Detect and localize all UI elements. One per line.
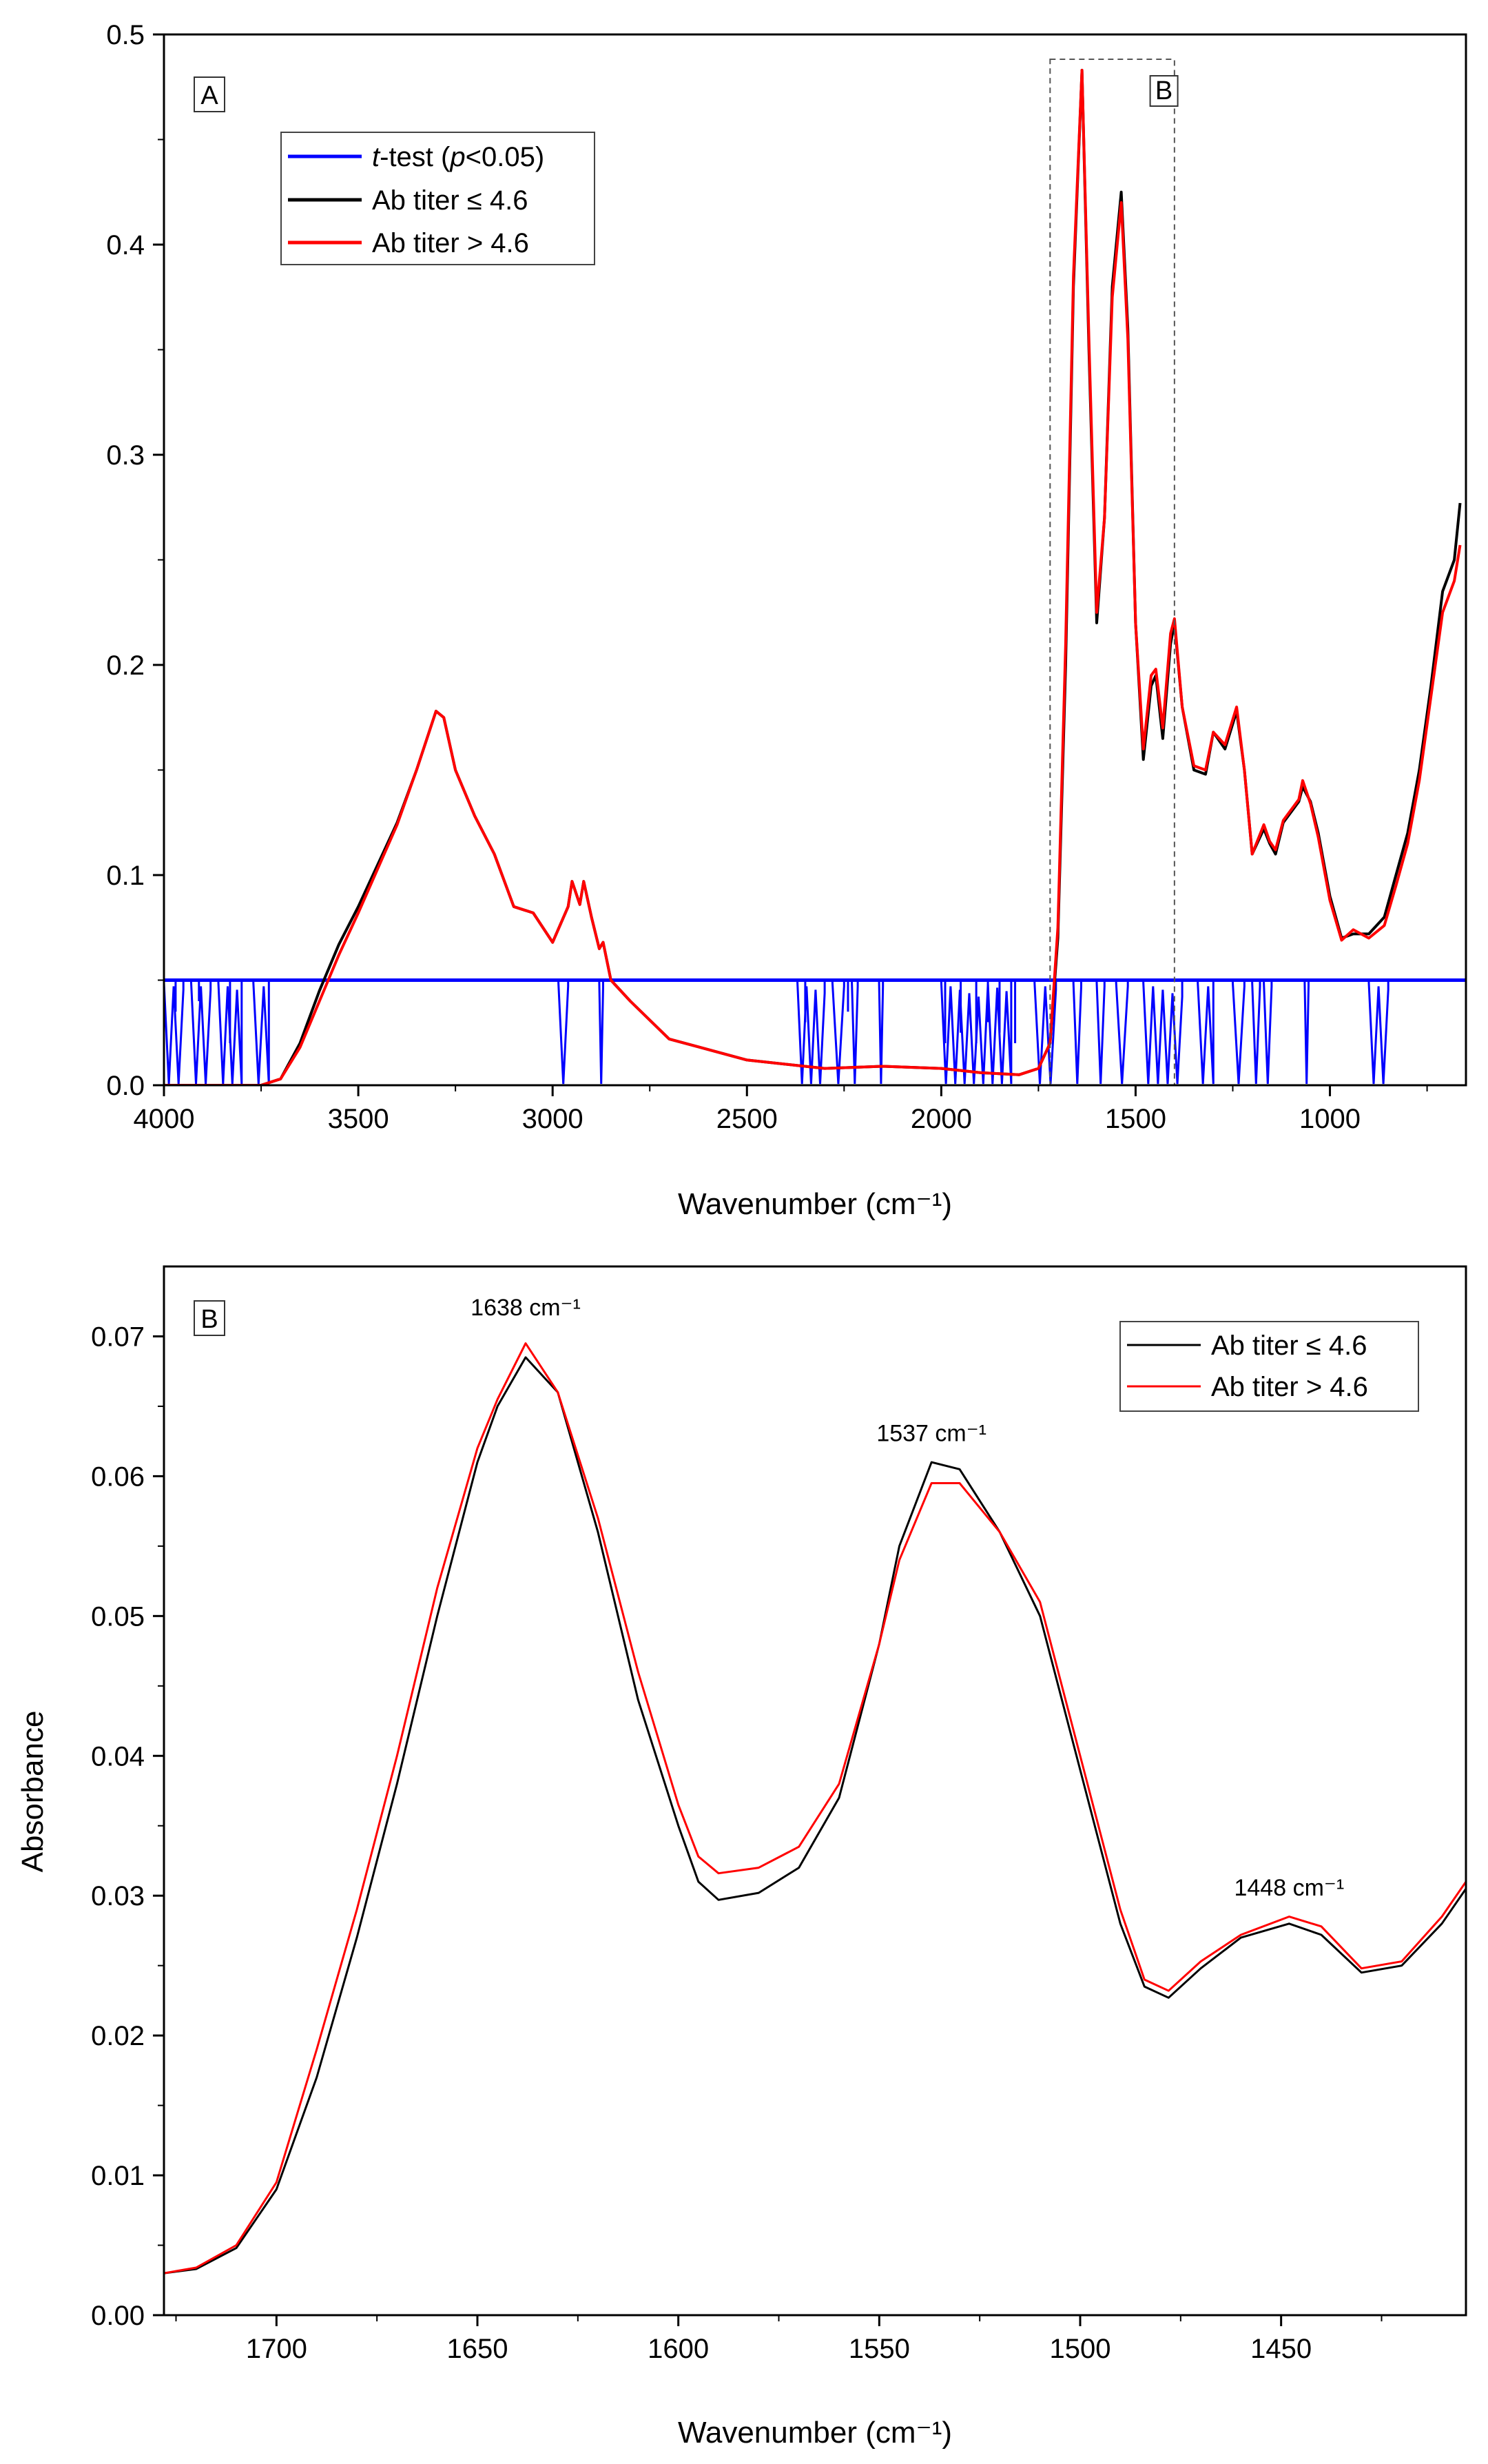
panel-b-peak-annotation: 1448 cm⁻¹ <box>1234 1875 1344 1901</box>
panel-b-y-tick-label: 0.01 <box>91 2161 145 2191</box>
panel-a-ttest-significant-band <box>164 980 185 1085</box>
panel-a-ttest-significant-band <box>598 980 604 1085</box>
panel-a-ttest-significant-band <box>831 980 845 1085</box>
panel-b-x-axis-title: Wavenumber (cm⁻¹) <box>678 2416 952 2450</box>
panel-b-label: B <box>200 1305 218 1334</box>
panel-a-ttest-significant-band <box>190 980 212 1085</box>
panel-b-peak-annotation: 1537 cm⁻¹ <box>876 1421 986 1447</box>
panel-a-ttest-significant-band <box>1367 980 1389 1085</box>
panel-a-zoom-box-label-frame <box>1149 75 1179 107</box>
panel-b-annotations: 1638 cm⁻¹ 1537 cm⁻¹ 1448 cm⁻¹ <box>471 1295 1344 1901</box>
panel-a-ttest-significant-band <box>1197 980 1215 1085</box>
panel-a-ttest-significant-band <box>1142 980 1184 1085</box>
panel-a-y-tick-label: 0.2 <box>106 650 145 681</box>
panel-a-x-tick-label: 1500 <box>1105 1104 1166 1134</box>
panel-b-plot <box>164 1342 1466 2275</box>
panel-a-y-tick-label: 0.3 <box>106 440 145 471</box>
panel-a-plot <box>164 68 1466 1085</box>
panel-a-zoom-box-label: B <box>1155 76 1172 105</box>
panel-a-ttest-significant-band <box>1095 980 1106 1085</box>
panel-b-peak-annotation: 1638 cm⁻¹ <box>471 1295 581 1321</box>
panel-b-y-tick-label: 0.00 <box>91 2301 145 2331</box>
panel-a-x-tick-label: 2500 <box>716 1104 778 1134</box>
panel-b-x-tick-label: 1700 <box>246 2334 307 2364</box>
panel-a-x-tick-label: 1000 <box>1299 1104 1361 1134</box>
panel-a-zoom-box <box>1049 59 1175 1086</box>
panel-a-ttest-significant-band <box>1072 980 1082 1085</box>
panel-a-y-tick-label: 0.4 <box>106 230 145 260</box>
panel-a-ttest-significant-band <box>1263 980 1273 1085</box>
panel-a-y-axis: 0.0 0.1 0.2 0.3 0.4 0.5 <box>106 20 164 1101</box>
panel-b-y-tick-label: 0.06 <box>91 1461 145 1492</box>
panel-b-x-tick-label: 1450 <box>1250 2334 1312 2364</box>
panel-b-x-tick-label: 1600 <box>648 2334 709 2364</box>
panel-b-legend-high-titer-label: Ab titer > 4.6 <box>1211 1372 1368 1402</box>
panel-b-x-axis: 1700 1650 1600 1550 1500 1450 <box>175 2315 1383 2364</box>
panel-a-legend-ttest-mid: -test ( <box>380 142 451 172</box>
panel-b-x-tick-label: 1550 <box>849 2334 910 2364</box>
panel-a-ttest-significant-band <box>557 980 570 1085</box>
panel-a-legend-ttest-label: t-test (p<0.05) <box>372 142 544 172</box>
panel-a-ttest-significant-band <box>851 980 859 1085</box>
panel-b-series-layer <box>164 1342 1466 2275</box>
panel-b-label-frame <box>194 1300 225 1336</box>
panel-a-ttest-significant-band <box>1251 980 1261 1085</box>
panel-a-series-layer <box>164 68 1462 1085</box>
panel-a-ttest-layer <box>164 978 1466 1085</box>
panel-a-ttest-significant-band <box>1115 980 1129 1085</box>
panel-a-x-axis: 4000 3500 3000 2500 2000 1500 1000 <box>134 1085 1428 1134</box>
panel-b-series-high-titer-line <box>164 1342 1466 2275</box>
panel-a-ttest-significant-band <box>1033 980 1057 1085</box>
panel-a-ttest-significant-band <box>252 980 270 1085</box>
panel-a-x-tick-label: 3500 <box>328 1104 389 1134</box>
panel-a-legend-ttest-t: t <box>372 142 381 172</box>
panel-b-legend-frame <box>1119 1321 1419 1412</box>
panel-a-legend-high-titer-label: Ab titer > 4.6 <box>372 228 529 258</box>
panel-b-y-tick-label: 0.05 <box>91 1601 145 1632</box>
panel-a-legend-ttest-p: p <box>449 142 465 172</box>
panel-a-y-tick-label: 0.0 <box>106 1071 145 1101</box>
panel-a-ttest-significant-band <box>1303 980 1310 1085</box>
panel-a: B 4000 3500 3000 2500 2000 1500 1000 0.0 0.1 0.2… <box>106 20 1467 1221</box>
panel-b-y-tick-label: 0.04 <box>91 1741 145 1772</box>
panel-b-y-tick-label: 0.02 <box>91 2021 145 2051</box>
panel-a-ttest-significant-band <box>1232 980 1246 1085</box>
panel-a-x-tick-label: 3000 <box>522 1104 583 1134</box>
panel-b: 1700 1650 1600 1550 1500 1450 0.000.010.020.0… <box>16 1265 1467 2450</box>
panel-a-ttest-significant-band <box>878 980 885 1085</box>
panel-a-x-tick-label: 2000 <box>911 1104 972 1134</box>
panel-a-series-high-titer-line <box>164 68 1462 1085</box>
panel-b-legend: Ab titer ≤ 4.6 Ab titer > 4.6 <box>1119 1321 1419 1412</box>
panel-b-x-tick-label: 1500 <box>1050 2334 1111 2364</box>
panel-b-x-tick-label: 1650 <box>447 2334 508 2364</box>
panel-a-x-axis-title: Wavenumber (cm⁻¹) <box>678 1187 952 1221</box>
panel-b-legend-low-titer-label: Ab titer ≤ 4.6 <box>1211 1331 1367 1361</box>
panel-a-legend-ttest-tail: <0.05) <box>466 142 545 172</box>
panel-b-y-axis: 0.00 0.01 0.02 0.03 0.04 0.05 0.06 0.07 <box>91 1322 164 2331</box>
panel-a-label: A <box>200 81 218 110</box>
panel-b-series-low-titer-line <box>164 1356 1466 2275</box>
panel-b-frame <box>163 1265 1467 2317</box>
panel-a-y-tick-label: 0.5 <box>106 20 145 50</box>
panel-a-legend-low-titer-label: Ab titer ≤ 4.6 <box>372 185 528 216</box>
panel-a-ttest-significant-band <box>796 980 826 1085</box>
panel-a-label-frame <box>194 76 225 112</box>
panel-a-legend: t-test (p<0.05) Ab titer ≤ 4.6 Ab titer … <box>280 132 595 265</box>
panel-b-y-tick-label: 0.07 <box>91 1322 145 1352</box>
panel-b-y-tick-label: 0.03 <box>91 1881 145 1911</box>
panel-a-y-tick-label: 0.1 <box>106 861 145 891</box>
panel-a-x-tick-label: 4000 <box>134 1104 195 1134</box>
panel-b-y-axis-title: Absorbance <box>16 1711 50 1873</box>
